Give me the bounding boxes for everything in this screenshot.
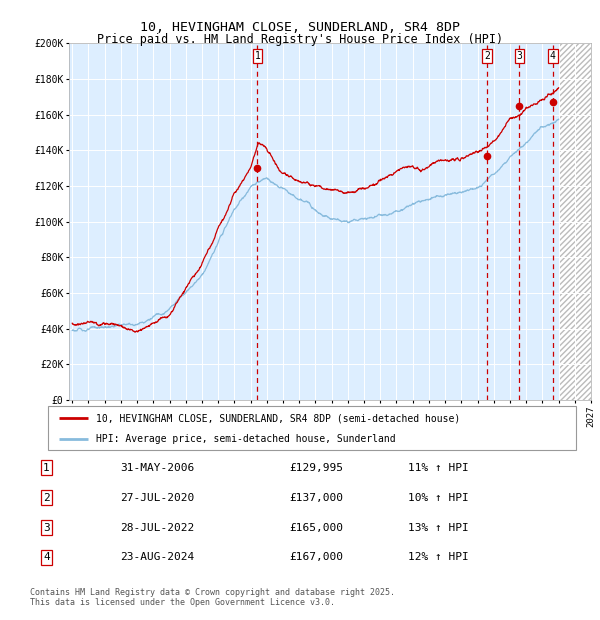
Text: 4: 4	[43, 552, 50, 562]
Text: 23-AUG-2024: 23-AUG-2024	[120, 552, 194, 562]
Text: £129,995: £129,995	[289, 463, 343, 473]
Text: 1: 1	[254, 51, 260, 61]
Text: 2: 2	[484, 51, 490, 61]
Text: 3: 3	[517, 51, 522, 61]
Text: £137,000: £137,000	[289, 493, 343, 503]
Text: 13% ↑ HPI: 13% ↑ HPI	[407, 523, 468, 533]
Text: Price paid vs. HM Land Registry's House Price Index (HPI): Price paid vs. HM Land Registry's House …	[97, 33, 503, 45]
Text: 10% ↑ HPI: 10% ↑ HPI	[407, 493, 468, 503]
Text: 27-JUL-2020: 27-JUL-2020	[120, 493, 194, 503]
Text: £167,000: £167,000	[289, 552, 343, 562]
Text: Contains HM Land Registry data © Crown copyright and database right 2025.
This d: Contains HM Land Registry data © Crown c…	[30, 588, 395, 607]
Text: 12% ↑ HPI: 12% ↑ HPI	[407, 552, 468, 562]
Text: HPI: Average price, semi-detached house, Sunderland: HPI: Average price, semi-detached house,…	[95, 433, 395, 444]
Text: £165,000: £165,000	[289, 523, 343, 533]
Text: 11% ↑ HPI: 11% ↑ HPI	[407, 463, 468, 473]
Text: 4: 4	[550, 51, 556, 61]
Text: 31-MAY-2006: 31-MAY-2006	[120, 463, 194, 473]
Text: 10, HEVINGHAM CLOSE, SUNDERLAND, SR4 8DP (semi-detached house): 10, HEVINGHAM CLOSE, SUNDERLAND, SR4 8DP…	[95, 414, 460, 423]
Text: 28-JUL-2022: 28-JUL-2022	[120, 523, 194, 533]
Text: 2: 2	[43, 493, 50, 503]
FancyBboxPatch shape	[48, 406, 576, 450]
Text: 10, HEVINGHAM CLOSE, SUNDERLAND, SR4 8DP: 10, HEVINGHAM CLOSE, SUNDERLAND, SR4 8DP	[140, 22, 460, 34]
Text: 3: 3	[43, 523, 50, 533]
Bar	[559, 43, 591, 400]
Text: 1: 1	[43, 463, 50, 473]
